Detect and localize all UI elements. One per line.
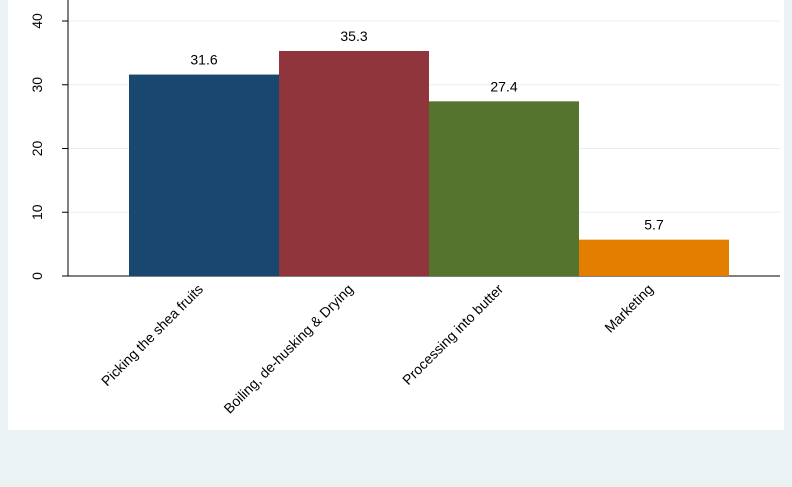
bar: [129, 74, 279, 276]
y-tick-label: 30: [29, 77, 45, 93]
value-label: 27.4: [490, 78, 517, 94]
bar: [279, 50, 429, 277]
y-tick-label: 10: [29, 204, 45, 220]
y-tick-label: 20: [29, 141, 45, 157]
value-label: 5.7: [644, 217, 664, 233]
value-label: 31.6: [190, 52, 217, 68]
bar: [429, 101, 579, 276]
y-tick-label: 0: [29, 272, 45, 280]
bar: [579, 239, 729, 276]
y-tick-label: 40: [29, 13, 45, 29]
value-label: 35.3: [340, 28, 367, 44]
